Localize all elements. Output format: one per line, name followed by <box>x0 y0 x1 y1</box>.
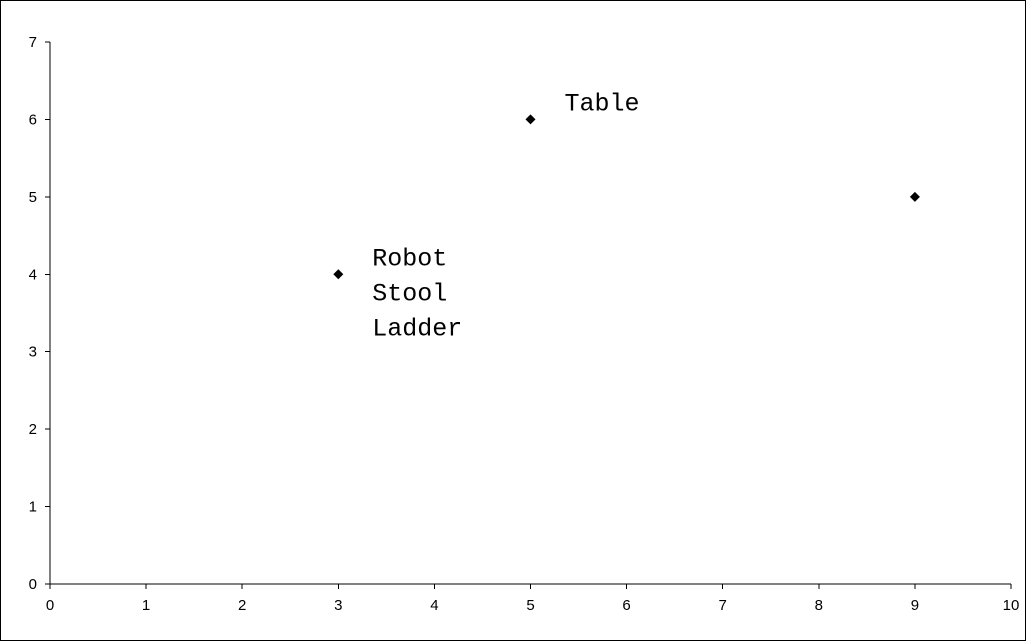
x-tick-label: 5 <box>526 597 534 614</box>
annotation-label: Robot <box>372 244 447 273</box>
y-tick-label: 2 <box>29 421 37 438</box>
x-tick-label: 8 <box>815 597 823 614</box>
x-tick-label: 0 <box>46 597 54 614</box>
x-tick-label: 1 <box>142 597 150 614</box>
y-tick-label: 1 <box>29 499 37 516</box>
annotation-label: Stool <box>372 279 447 308</box>
x-tick-label: 7 <box>719 597 727 614</box>
y-tick-label: 7 <box>29 34 37 51</box>
y-tick-label: 6 <box>29 111 37 128</box>
axes <box>45 41 1012 589</box>
x-tick-label: 3 <box>334 597 342 614</box>
x-tick-label: 6 <box>622 597 630 614</box>
y-tick-label: 5 <box>29 189 37 206</box>
data-point <box>333 269 344 280</box>
data-points <box>333 114 920 280</box>
x-tick-label: 4 <box>430 597 438 614</box>
tick-labels: 0 1 2 3 4 5 6 7 8 9 10 0 1 2 3 4 5 6 7 <box>29 34 1020 614</box>
x-tick-label: 2 <box>238 597 246 614</box>
data-point <box>909 191 920 202</box>
y-tick-label: 0 <box>29 576 37 593</box>
annotation-label: Ladder <box>372 314 462 343</box>
point-annotations: Robot Stool Ladder Table <box>372 89 639 343</box>
data-point <box>525 114 536 125</box>
annotation-label: Table <box>565 89 640 118</box>
x-tick-label: 10 <box>1003 597 1020 614</box>
y-tick-label: 3 <box>29 344 37 361</box>
x-tick-label: 9 <box>911 597 919 614</box>
y-tick-label: 4 <box>29 266 37 283</box>
